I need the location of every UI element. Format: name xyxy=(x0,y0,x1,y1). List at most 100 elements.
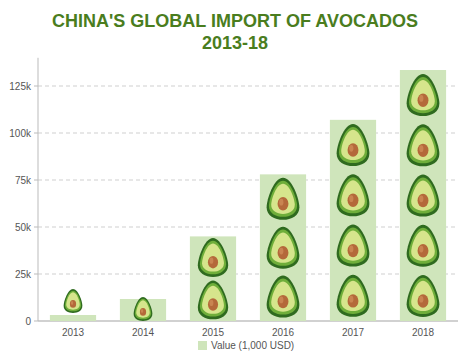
avocado-rind xyxy=(339,278,367,314)
avocado-icon xyxy=(267,276,300,318)
avocado-rind xyxy=(200,283,226,316)
avocado-rind xyxy=(135,299,151,320)
avocado-pit xyxy=(418,244,429,257)
grid-line xyxy=(38,86,458,87)
avocado-pit xyxy=(348,244,359,257)
avocado-rind xyxy=(339,228,367,264)
tick-mark xyxy=(34,86,38,87)
avocado-pit-shine xyxy=(349,145,353,152)
avocado-skin xyxy=(337,124,370,166)
avocado-flesh xyxy=(341,281,365,311)
avocado-pit xyxy=(208,298,218,310)
grid-line xyxy=(38,227,458,228)
bars xyxy=(50,70,446,321)
tick-mark xyxy=(34,180,38,181)
avocado-skin xyxy=(337,225,370,267)
tick-mark xyxy=(34,321,38,322)
avocado-pit-shine xyxy=(419,95,423,102)
bar xyxy=(400,70,446,321)
avocado-pit xyxy=(70,300,76,308)
avocado-pit-shine xyxy=(141,309,143,313)
avocado-icon xyxy=(267,227,300,269)
avocado-pit-shine xyxy=(279,248,283,255)
tick-mark xyxy=(34,133,38,134)
avocado-skin xyxy=(337,174,370,216)
avocado-rind xyxy=(200,241,226,274)
avocado-icon xyxy=(407,175,440,217)
avocado-pit-shine xyxy=(349,195,353,202)
avocado-flesh xyxy=(271,184,295,214)
avocado-pit-shine xyxy=(349,296,353,303)
avocado-pit-shine xyxy=(419,145,423,152)
bar xyxy=(190,236,236,321)
avocado-skin xyxy=(407,175,440,217)
avocado-pit-shine xyxy=(71,301,73,305)
tick-label: 25k xyxy=(15,269,32,280)
category-label: 2016 xyxy=(272,327,295,338)
avocado-rind xyxy=(409,127,437,163)
avocado-flesh xyxy=(341,130,365,160)
tick-mark xyxy=(34,227,38,228)
avocado-flesh xyxy=(341,180,365,210)
avocado-pit-shine xyxy=(209,258,213,264)
chart-svg: CHINA'S GLOBAL IMPORT OF AVOCADOS2013-18… xyxy=(0,0,470,360)
avocado-rind xyxy=(269,279,297,315)
avocado-pit xyxy=(348,194,359,207)
avocado-icon xyxy=(337,225,370,267)
grid-line xyxy=(38,274,458,275)
avocado-icon xyxy=(407,74,440,116)
avocado-skin xyxy=(198,280,228,319)
avocado-skin xyxy=(267,227,300,269)
avocado-skin xyxy=(407,124,440,166)
tick-label: 125k xyxy=(9,81,32,92)
y-axis-line xyxy=(38,58,39,321)
category-label: 2018 xyxy=(412,327,435,338)
avocado-pit-shine xyxy=(349,246,353,253)
avocado-pit-shine xyxy=(279,199,283,206)
category-label: 2017 xyxy=(342,327,365,338)
avocado-skin xyxy=(407,225,440,267)
avocado-icon xyxy=(198,280,228,319)
chart-container: CHINA'S GLOBAL IMPORT OF AVOCADOS2013-18… xyxy=(0,0,470,360)
avocado-rind xyxy=(409,177,437,213)
avocado-flesh xyxy=(271,281,295,311)
avocado-rind xyxy=(409,278,437,314)
bar xyxy=(50,315,96,321)
avocado-pit xyxy=(348,294,359,307)
avocado-rind xyxy=(339,127,367,163)
legend-swatch xyxy=(198,341,207,350)
tick-label: 0 xyxy=(25,316,31,327)
category-label: 2014 xyxy=(132,327,155,338)
bar xyxy=(120,299,166,321)
avocado-flesh xyxy=(341,230,365,260)
title: CHINA'S GLOBAL IMPORT OF AVOCADOS xyxy=(52,11,418,31)
avocado-icon xyxy=(198,238,228,277)
avocado-icon xyxy=(64,289,83,313)
avocado-icon xyxy=(267,178,300,220)
avocado-pit-shine xyxy=(419,246,423,253)
avocado-pit xyxy=(418,194,429,207)
avocado-pit-shine xyxy=(419,296,423,303)
avocado-flesh xyxy=(411,231,435,261)
x-axis-line xyxy=(38,321,458,322)
grid-line xyxy=(38,133,458,134)
avocado-pit xyxy=(278,246,289,259)
avocado-rind xyxy=(269,181,297,217)
avocado-flesh xyxy=(411,281,435,311)
avocado-skin xyxy=(337,275,370,317)
avocado-skin xyxy=(198,238,228,277)
avocado-icon xyxy=(134,297,153,321)
tick-mark xyxy=(34,274,38,275)
avocado-pit xyxy=(278,295,289,308)
avocado-flesh xyxy=(411,130,435,160)
avocado-pit xyxy=(278,197,289,210)
avocado-skin xyxy=(64,289,83,313)
tick-label: 75k xyxy=(15,175,32,186)
avocado-pit xyxy=(418,144,429,157)
avocado-flesh xyxy=(202,244,224,272)
avocado-icon xyxy=(337,124,370,166)
avocado-flesh xyxy=(411,80,435,110)
tick-label: 50k xyxy=(15,222,32,233)
avocado-flesh xyxy=(202,286,224,314)
avocado-icon xyxy=(407,275,440,317)
